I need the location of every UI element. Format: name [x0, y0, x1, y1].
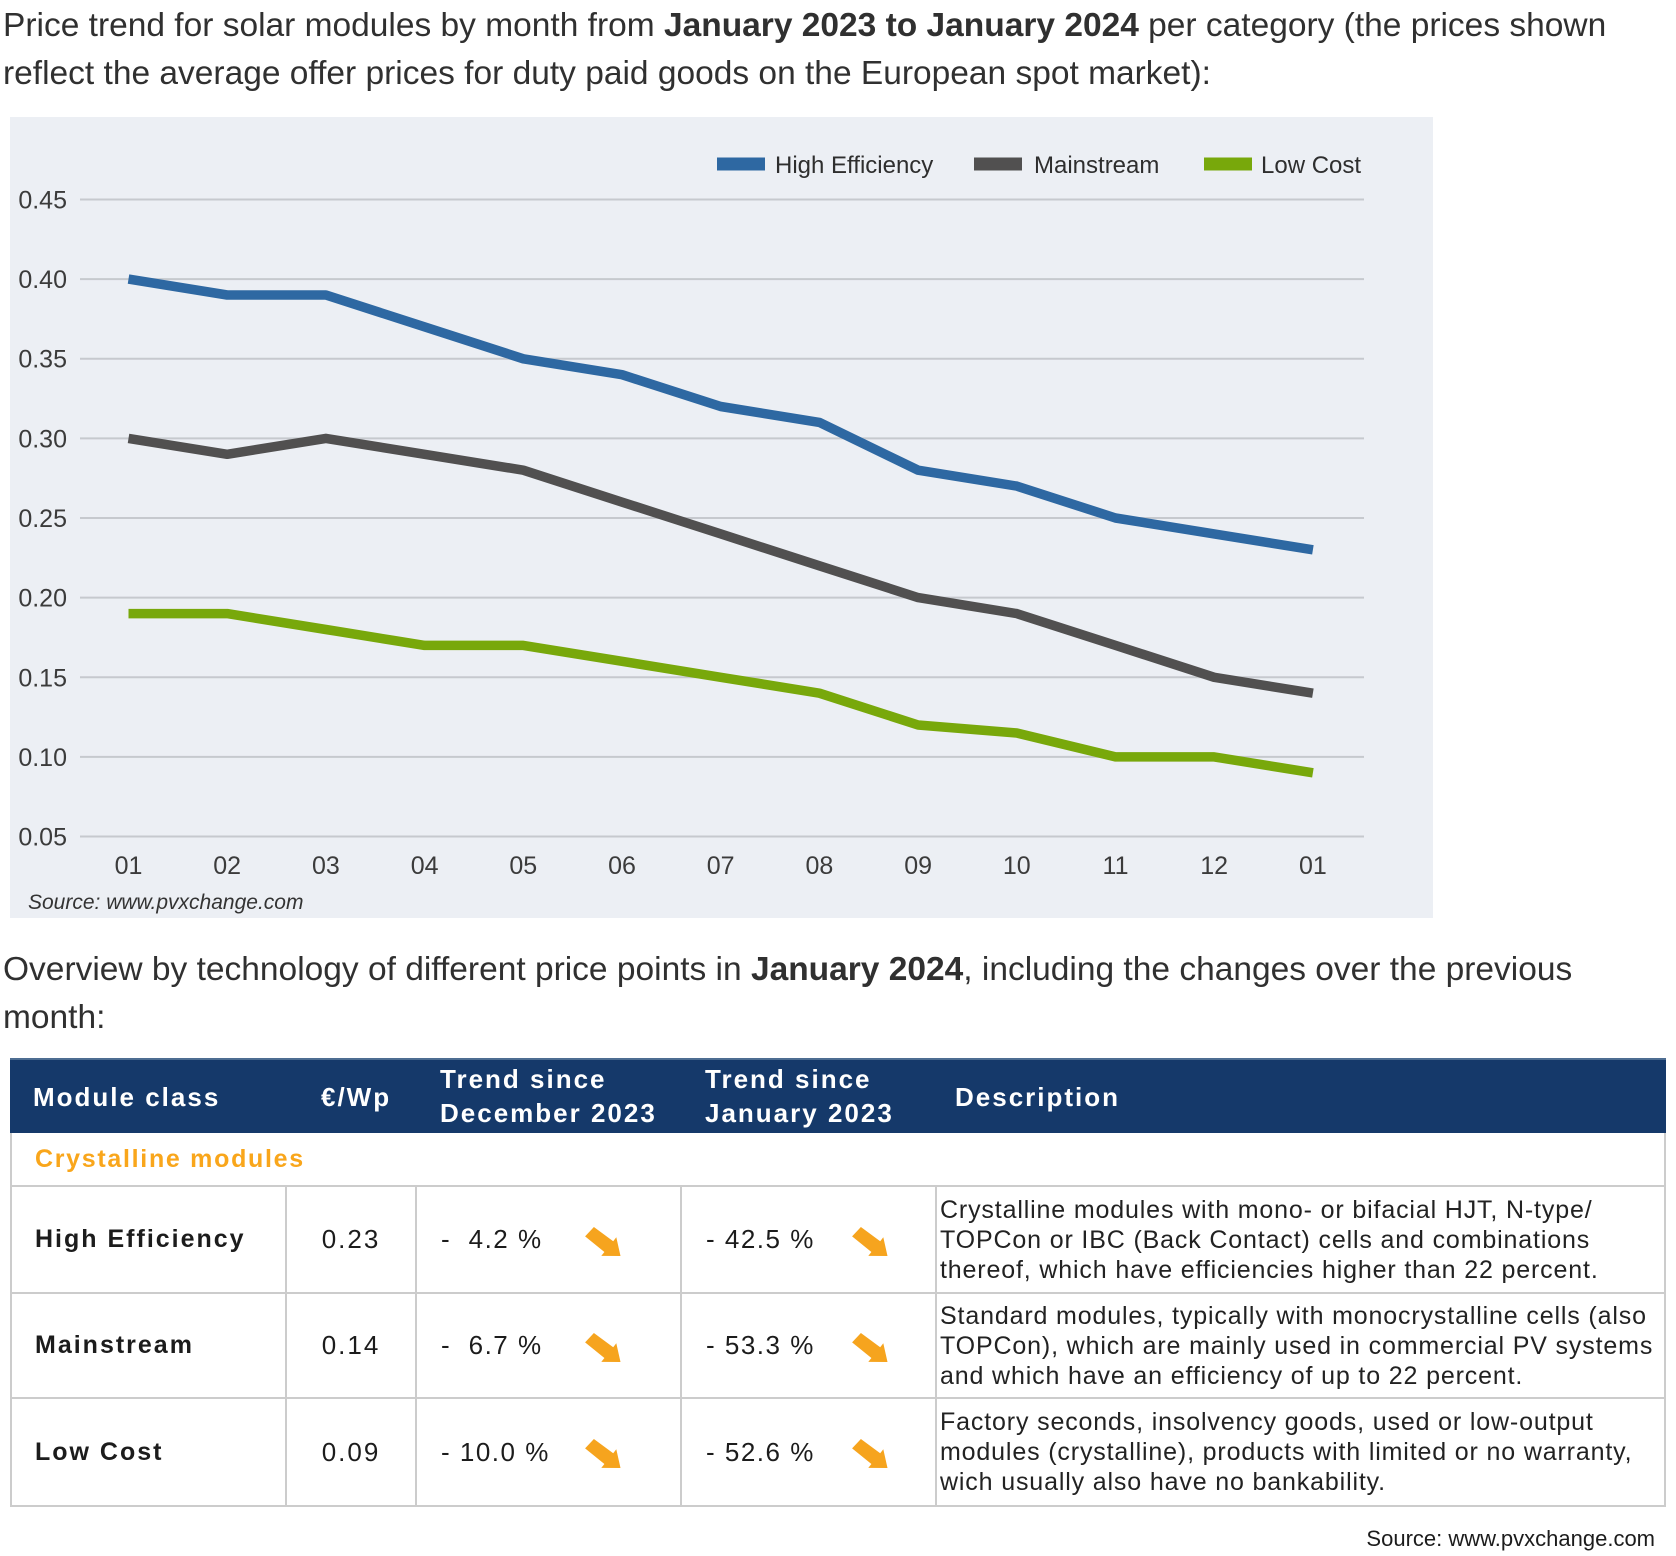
svg-text:12: 12 [1200, 852, 1228, 880]
svg-text:High Efficiency: High Efficiency [775, 152, 933, 179]
svg-text:05: 05 [509, 852, 537, 880]
svg-text:0.40: 0.40 [18, 266, 67, 294]
svg-text:Mainstream: Mainstream [1034, 152, 1159, 179]
svg-text:04: 04 [411, 852, 439, 880]
svg-text:Source: www.pvxchange.com: Source: www.pvxchange.com [28, 891, 303, 914]
svg-text:0.10: 0.10 [18, 744, 67, 772]
svg-text:0.45: 0.45 [18, 187, 67, 215]
svg-text:09: 09 [904, 852, 932, 880]
svg-text:03: 03 [312, 852, 340, 880]
svg-text:0.35: 0.35 [18, 346, 67, 374]
svg-text:10: 10 [1003, 852, 1031, 880]
svg-text:07: 07 [707, 852, 735, 880]
svg-text:01: 01 [115, 852, 143, 880]
svg-text:0.20: 0.20 [18, 585, 67, 613]
svg-text:0.15: 0.15 [18, 664, 67, 692]
svg-text:01: 01 [1299, 852, 1327, 880]
svg-text:Low Cost: Low Cost [1261, 152, 1361, 179]
svg-text:02: 02 [213, 852, 241, 880]
svg-text:11: 11 [1103, 852, 1129, 880]
svg-text:0.30: 0.30 [18, 425, 67, 453]
svg-text:0.05: 0.05 [18, 824, 67, 852]
svg-text:06: 06 [608, 852, 636, 880]
svg-text:08: 08 [805, 852, 833, 880]
svg-text:0.25: 0.25 [18, 505, 67, 533]
